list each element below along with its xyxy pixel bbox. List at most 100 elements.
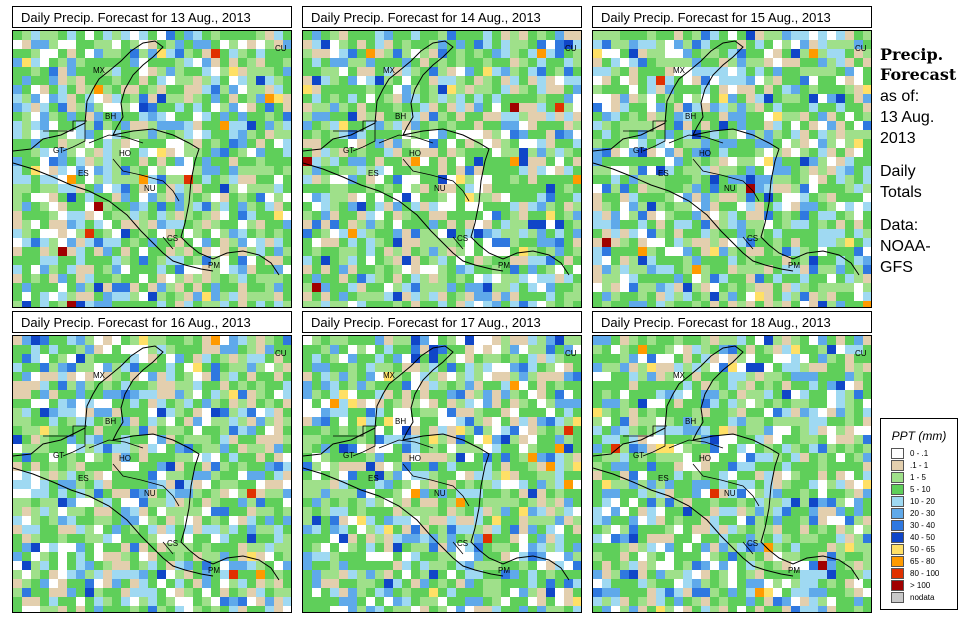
legend-swatch	[891, 471, 904, 483]
legend-item: 10 - 20	[891, 495, 939, 507]
country-label: BH	[685, 417, 696, 426]
legend-item: 80 - 100	[891, 567, 939, 579]
country-label: BH	[105, 417, 116, 426]
country-label: ES	[658, 474, 669, 483]
legend-swatch	[891, 483, 904, 495]
country-label: CS	[747, 234, 758, 243]
country-label: MX	[383, 66, 396, 75]
panel-title: Daily Precip. Forecast for 14 Aug., 2013	[302, 6, 582, 28]
country-label: HO	[699, 454, 711, 463]
data-source-line1: NOAA-	[880, 238, 931, 255]
legend-item: 50 - 65	[891, 543, 939, 555]
country-label: PM	[498, 261, 510, 270]
country-label: NU	[724, 489, 736, 498]
forecast-panel-5: Daily Precip. Forecast for 17 Aug., 2013…	[302, 311, 582, 613]
country-label: ES	[78, 169, 89, 178]
legend-label: 1 - 5	[910, 472, 927, 482]
country-label: BH	[685, 112, 696, 121]
country-label: GT	[343, 146, 354, 155]
legend-item: 40 - 50	[891, 531, 939, 543]
country-label: CU	[565, 349, 577, 358]
country-label: BH	[395, 417, 406, 426]
precip-map[interactable]: MX BH GT HO ES NU CS PM CU	[12, 335, 292, 613]
legend-item: > 100	[891, 579, 939, 591]
country-label: NU	[144, 184, 156, 193]
legend-swatch	[891, 507, 904, 519]
precip-map[interactable]: MX BH GT HO ES NU CS PM CU	[592, 335, 872, 613]
legend-label: 50 - 65	[910, 544, 935, 554]
country-label: ES	[78, 474, 89, 483]
legend-item: 65 - 80	[891, 555, 939, 567]
coastline	[593, 40, 860, 276]
panel-title: Daily Precip. Forecast for 17 Aug., 2013	[302, 311, 582, 333]
country-label: GT	[53, 451, 64, 460]
legend-item: .1 - 1	[891, 459, 939, 471]
country-border	[43, 120, 180, 250]
country-label: GT	[343, 451, 354, 460]
totals-line1: Daily	[880, 163, 916, 180]
country-label: GT	[633, 146, 644, 155]
country-label: PM	[788, 566, 800, 575]
totals-line2: Totals	[880, 184, 922, 201]
country-label: MX	[93, 371, 106, 380]
legend-label: 10 - 20	[910, 496, 935, 506]
country-label: ES	[368, 169, 379, 178]
panel-title: Daily Precip. Forecast for 16 Aug., 2013	[12, 311, 292, 333]
country-label: GT	[633, 451, 644, 460]
country-label: NU	[434, 184, 446, 193]
forecast-panel-2: Daily Precip. Forecast for 14 Aug., 2013…	[302, 6, 582, 308]
country-label: MX	[673, 66, 686, 75]
data-label: Data:	[880, 217, 919, 234]
country-label: MX	[673, 371, 686, 380]
panel-title: Daily Precip. Forecast for 18 Aug., 2013	[592, 311, 872, 333]
precip-map[interactable]: MX BH GT HO ES NU CS PM CU	[12, 30, 292, 308]
country-border	[623, 425, 760, 555]
forecast-panel-4: Daily Precip. Forecast for 16 Aug., 2013…	[12, 311, 292, 613]
legend-item: 1 - 5	[891, 471, 939, 483]
forecast-panel-3: Daily Precip. Forecast for 15 Aug., 2013…	[592, 6, 872, 308]
legend-label: .1 - 1	[910, 460, 929, 470]
precip-map[interactable]: MX BH GT HO ES NU CS PM CU	[592, 30, 872, 308]
legend-title: PPT (mm)	[891, 429, 947, 443]
data-source-line2: GFS	[880, 259, 913, 276]
legend-swatch	[891, 495, 904, 507]
precip-map[interactable]: MX BH GT HO ES NU CS PM CU	[302, 335, 582, 613]
legend-swatch	[891, 459, 904, 471]
forecast-panel-6: Daily Precip. Forecast for 18 Aug., 2013…	[592, 311, 872, 613]
country-label: CS	[457, 234, 468, 243]
precip-legend: PPT (mm) 0 - .1 .1 - 1 1 - 5 5 - 10 10 - 20 2…	[880, 418, 958, 610]
legend-items: 0 - .1 .1 - 1 1 - 5 5 - 10 10 - 20 20 - 30 30 …	[891, 447, 939, 603]
country-border	[333, 425, 470, 555]
legend-swatch	[891, 591, 904, 603]
legend-swatch	[891, 579, 904, 591]
country-label: CU	[275, 349, 287, 358]
country-label: GT	[53, 146, 64, 155]
legend-label: 80 - 100	[910, 568, 940, 578]
country-border	[43, 425, 180, 555]
legend-swatch	[891, 447, 904, 459]
precip-map[interactable]: MX BH GT HO ES NU CS PM CU	[302, 30, 582, 308]
country-label: CS	[167, 539, 178, 548]
country-label: BH	[105, 112, 116, 121]
legend-label: 0 - .1	[910, 448, 929, 458]
coastline	[13, 345, 280, 581]
asof-year: 2013	[880, 130, 916, 147]
legend-swatch	[891, 519, 904, 531]
legend-swatch	[891, 555, 904, 567]
legend-label: 5 - 10	[910, 484, 931, 494]
legend-label: > 100	[910, 580, 931, 590]
panel-title: Daily Precip. Forecast for 13 Aug., 2013	[12, 6, 292, 28]
coastline	[593, 345, 860, 581]
country-label: PM	[208, 566, 220, 575]
country-label: NU	[144, 489, 156, 498]
legend-item: 0 - .1	[891, 447, 939, 459]
legend-label: 40 - 50	[910, 532, 935, 542]
sidebar-title-line2: Forecast	[880, 65, 957, 84]
sidebar-title-line1: Precip.	[880, 45, 944, 64]
legend-label: 20 - 30	[910, 508, 935, 518]
asof-label: as of:	[880, 88, 920, 105]
country-label: CU	[855, 44, 867, 53]
country-label: CU	[275, 44, 287, 53]
country-label: CS	[167, 234, 178, 243]
legend-item: nodata	[891, 591, 939, 603]
